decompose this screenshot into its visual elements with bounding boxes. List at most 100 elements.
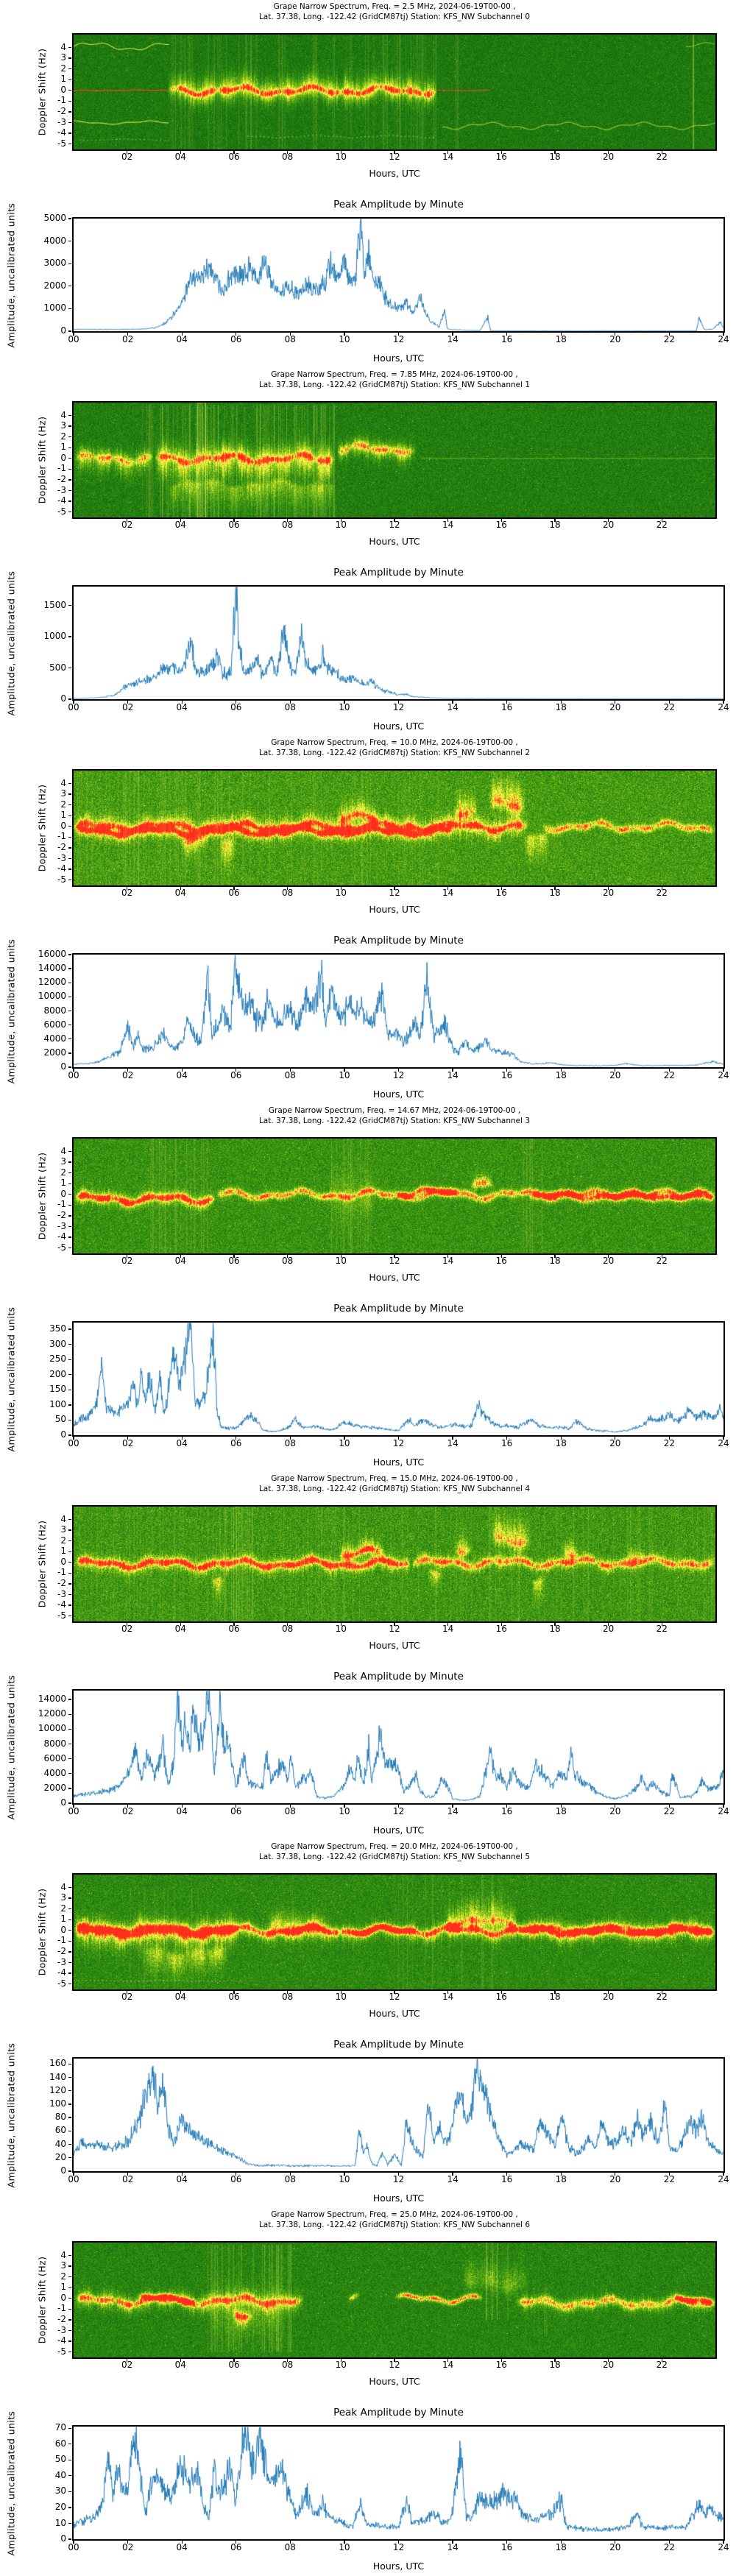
- x-tick-label: 12: [389, 520, 400, 530]
- x-tick-label: 16: [501, 2542, 513, 2552]
- x-tick-label: 10: [339, 2542, 350, 2552]
- y-tick-mark: [68, 2090, 71, 2092]
- x-tick-mark: [608, 1255, 609, 1258]
- x-tick-mark: [668, 2541, 670, 2544]
- y-axis-label: Amplitude, uncalibrated units: [5, 1674, 17, 1819]
- y-tick-label: 0: [60, 693, 66, 704]
- amplitude-title: Peak Amplitude by Minute: [333, 199, 464, 210]
- x-tick-label: 16: [495, 2360, 507, 2370]
- spectrogram-canvas: [74, 403, 715, 517]
- y-tick-mark: [68, 2276, 71, 2278]
- y-tick-label: 4: [60, 2249, 66, 2260]
- amplitude-line-canvas: [74, 219, 723, 331]
- y-tick-label: 2: [60, 431, 66, 442]
- spectrogram-canvas: [74, 1875, 715, 1989]
- x-tick-mark: [127, 333, 129, 336]
- x-tick-label: 16: [495, 520, 507, 530]
- y-tick-mark: [68, 218, 71, 219]
- x-tick-mark: [554, 519, 556, 522]
- y-tick-label: 60: [54, 2438, 66, 2449]
- y-axis-label: Doppler Shift (Hz): [36, 784, 48, 872]
- amplitude-title: Peak Amplitude by Minute: [333, 1303, 464, 1314]
- x-tick-mark: [287, 519, 289, 522]
- y-tick-label: 8000: [43, 1738, 66, 1749]
- x-tick-mark: [668, 333, 670, 336]
- amplitude-panel: Peak Amplitude by Minute 00 02 04 06 08 10 12 14…: [0, 920, 736, 1104]
- x-tick-label: 02: [121, 1992, 133, 2002]
- x-tick-label: 02: [121, 2174, 134, 2184]
- y-tick-mark: [68, 1930, 71, 1931]
- y-tick-mark: [68, 330, 71, 332]
- x-tick-mark: [554, 151, 556, 154]
- y-tick-mark: [68, 782, 71, 785]
- y-tick-label: -4: [57, 127, 66, 138]
- x-tick-label: 20: [609, 702, 621, 712]
- amplitude-title: Peak Amplitude by Minute: [333, 2039, 464, 2050]
- y-tick-mark: [68, 68, 71, 70]
- x-tick-label: 14: [442, 520, 454, 530]
- y-tick-label: 2000: [43, 1782, 66, 1793]
- x-tick-mark: [233, 1255, 235, 1258]
- y-tick-mark: [68, 1919, 71, 1920]
- y-tick-mark: [68, 1908, 71, 1910]
- x-tick-label: 00: [68, 2174, 79, 2184]
- y-tick-label: -4: [57, 495, 66, 506]
- x-tick-mark: [447, 519, 449, 522]
- x-tick-label: 10: [339, 334, 350, 344]
- y-tick-mark: [68, 1886, 71, 1889]
- x-axis-label: Hours, UTC: [372, 353, 425, 364]
- x-tick-label: 20: [603, 1624, 615, 1634]
- x-tick-label: 20: [609, 2542, 621, 2552]
- y-tick-label: 12000: [38, 977, 66, 988]
- x-tick-label: 00: [68, 1806, 79, 1816]
- x-tick-label: 12: [392, 1806, 405, 1816]
- y-axis-label: Doppler Shift (Hz): [36, 1888, 48, 1976]
- y-tick-label: -5: [57, 1242, 66, 1253]
- x-tick-mark: [73, 333, 74, 336]
- y-tick-mark: [68, 2308, 71, 2310]
- y-tick-mark: [68, 2254, 71, 2257]
- spectrogram-title-line1: Grape Narrow Spectrum, Freq. = 10.0 MHz,…: [271, 738, 518, 747]
- x-tick-label: 06: [230, 2542, 242, 2552]
- y-tick-mark: [68, 1540, 71, 1542]
- y-tick-mark: [68, 698, 71, 700]
- x-tick-label: 18: [549, 152, 561, 162]
- y-tick-label: 0: [60, 1924, 66, 1935]
- y-tick-mark: [68, 1161, 71, 1163]
- plot-frame: [72, 1505, 717, 1623]
- y-axis-label: Amplitude, uncalibrated units: [5, 2042, 17, 2187]
- x-tick-label: 24: [718, 702, 729, 712]
- x-tick-label: 12: [389, 2360, 400, 2370]
- y-tick-mark: [68, 1972, 71, 1974]
- x-tick-mark: [397, 701, 400, 704]
- amplitude-panel: Peak Amplitude by Minute 00 02 04 06 08 10 12 14…: [0, 2024, 736, 2208]
- x-tick-mark: [73, 701, 74, 704]
- y-tick-mark: [68, 1236, 71, 1238]
- y-tick-mark: [68, 804, 71, 806]
- y-tick-label: 140: [49, 2071, 66, 2082]
- spectrogram-panel: Grape Narrow Spectrum, Freq. = 15.0 MHz,…: [0, 1472, 736, 1656]
- x-tick-label: 22: [656, 1992, 668, 2002]
- x-tick-label: 18: [555, 2174, 567, 2184]
- x-axis-label: Hours, UTC: [369, 1272, 420, 1283]
- x-tick-label: 22: [663, 1806, 676, 1816]
- x-tick-mark: [500, 151, 502, 154]
- y-tick-label: 0: [60, 452, 66, 463]
- y-tick-label: 150: [49, 1384, 66, 1395]
- y-tick-mark: [68, 1194, 71, 1195]
- y-tick-mark: [68, 100, 71, 102]
- x-tick-mark: [340, 519, 342, 522]
- x-tick-label: 08: [282, 1992, 294, 2002]
- spectrogram-title-line1: Grape Narrow Spectrum, Freq. = 25.0 MHz,…: [271, 2210, 518, 2219]
- x-axis-label: Hours, UTC: [369, 2376, 420, 2387]
- x-tick-label: 20: [609, 334, 621, 344]
- amplitude-title: Peak Amplitude by Minute: [333, 567, 464, 578]
- x-tick-mark: [554, 1255, 556, 1258]
- x-tick-label: 24: [718, 1438, 729, 1448]
- x-tick-mark: [73, 1437, 74, 1440]
- x-tick-label: 22: [663, 1070, 676, 1080]
- x-tick-label: 16: [501, 1438, 513, 1448]
- y-tick-mark: [68, 57, 71, 59]
- x-tick-mark: [180, 1623, 181, 1626]
- y-tick-mark: [68, 604, 71, 606]
